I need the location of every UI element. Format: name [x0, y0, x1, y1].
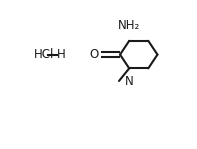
Text: H: H	[57, 48, 66, 61]
Text: O: O	[89, 48, 99, 61]
Text: NH₂: NH₂	[118, 19, 140, 32]
Text: HCl: HCl	[34, 48, 54, 61]
Text: N: N	[125, 75, 134, 88]
